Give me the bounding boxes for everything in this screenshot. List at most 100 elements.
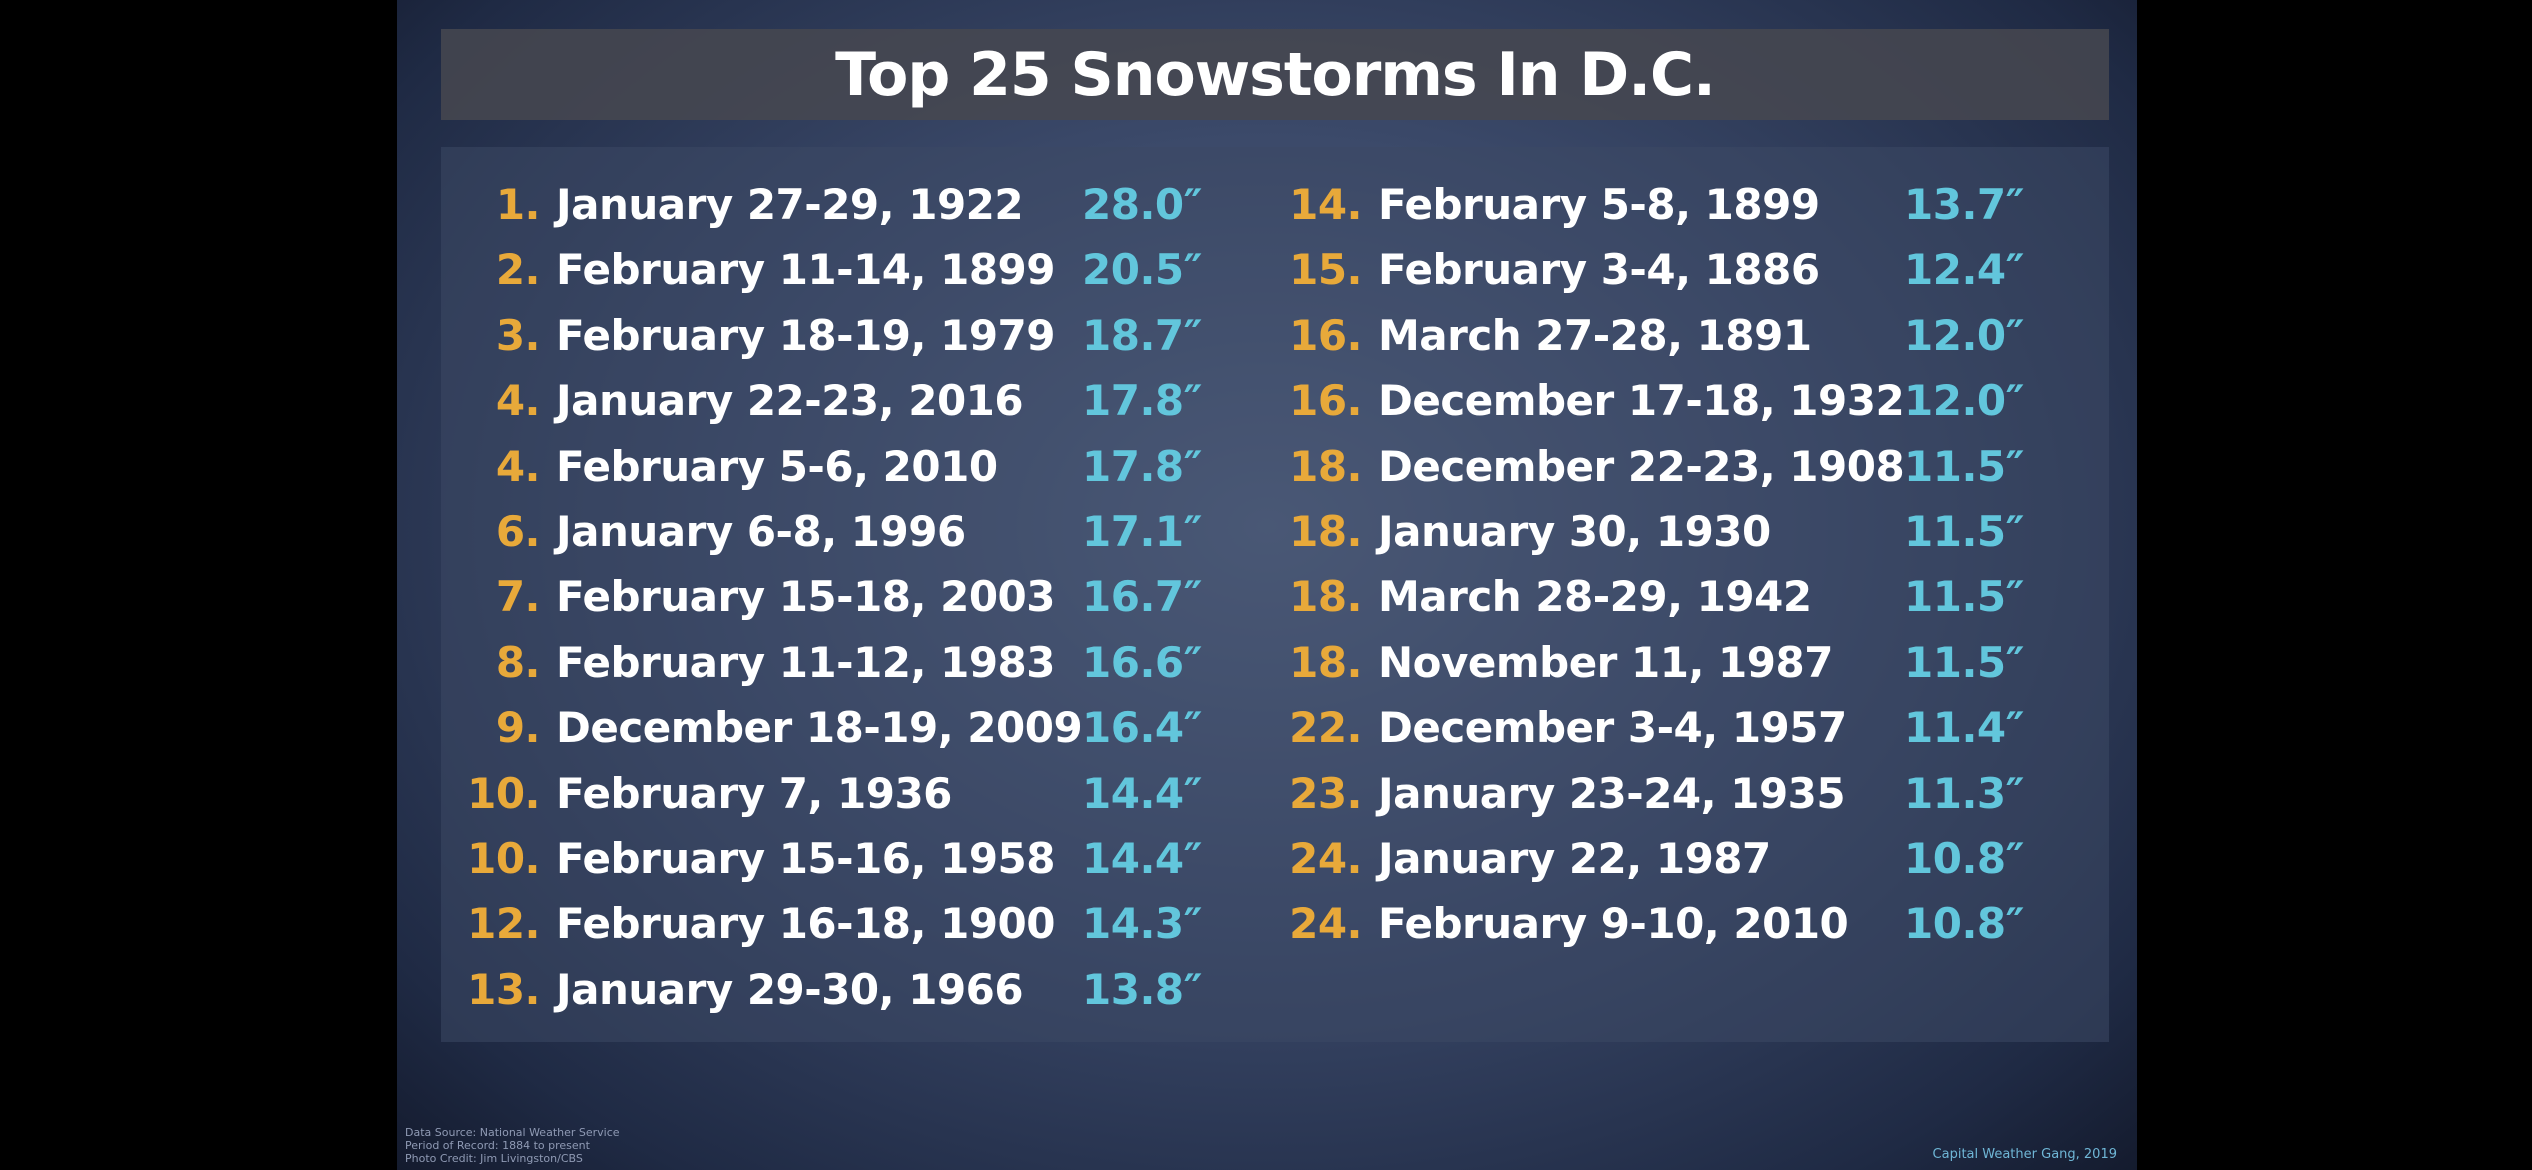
table-row: 18. December 22-23, 1908 11.5″ xyxy=(1289,437,2054,497)
storm-date: March 27-28, 1891 xyxy=(1378,310,1812,360)
footer-line: Period of Record: 1884 to present xyxy=(405,1139,590,1152)
snowfall: 11.5″ xyxy=(1904,441,2024,491)
table-row: 18. March 28-29, 1942 11.5″ xyxy=(1289,567,2054,627)
snowfall: 17.8″ xyxy=(1082,441,1202,491)
rank: 14. xyxy=(1289,180,1362,229)
snowfall: 20.5″ xyxy=(1082,245,1202,295)
storm-date: January 23-24, 1935 xyxy=(1378,768,1846,818)
rank: 18. xyxy=(1289,572,1362,622)
snowfall: 11.3″ xyxy=(1904,768,2024,818)
table-row: 16. March 27-28, 1891 12.0″ xyxy=(1289,306,2054,366)
storm-date: February 15-16, 1958 xyxy=(556,834,1056,883)
rank: 8. xyxy=(495,637,541,687)
snowfall: 13.8″ xyxy=(1082,964,1202,1014)
snowfall: 10.8″ xyxy=(1904,899,2024,949)
storm-date: December 3-4, 1957 xyxy=(1378,703,1847,753)
snowfall: 16.7″ xyxy=(1082,572,1202,622)
rank: 2. xyxy=(495,245,541,295)
table-row: 1. January 27-29, 1922 28.0″ xyxy=(496,175,1232,235)
snowfall: 17.8″ xyxy=(1082,376,1202,426)
table-row: 7. February 15-18, 2003 16.7″ xyxy=(496,567,1232,627)
storm-date: February 5-8, 1899 xyxy=(1378,180,1820,229)
rank: 10. xyxy=(467,768,540,818)
rank: 12. xyxy=(467,899,540,949)
snowfall: 17.1″ xyxy=(1082,507,1202,556)
footer-credit: Capital Weather Gang, 2019 xyxy=(1932,1147,2117,1162)
snowfall: 28.0″ xyxy=(1082,180,1202,229)
rank: 22. xyxy=(1289,703,1362,753)
rank: 18. xyxy=(1289,507,1362,556)
rank: 7. xyxy=(495,572,541,622)
rank: 4. xyxy=(495,376,541,426)
table-row: 16. December 17-18, 1932 12.0″ xyxy=(1289,371,2054,431)
storm-date: February 11-14, 1899 xyxy=(556,245,1056,295)
table-row: 23. January 23-24, 1935 11.3″ xyxy=(1289,764,2054,824)
snowfall: 16.6″ xyxy=(1082,637,1202,687)
table-row: 24. January 22, 1987 10.8″ xyxy=(1289,829,2054,889)
snowfall: 13.7″ xyxy=(1904,180,2024,229)
rank: 10. xyxy=(467,834,540,883)
rank: 1. xyxy=(495,180,541,229)
slide: Top 25 Snowstorms In D.C. 1. January 27-2… xyxy=(397,0,2137,1170)
rank: 24. xyxy=(1289,899,1362,949)
footer-source: Data Source: National Weather Service Per… xyxy=(405,1126,620,1165)
rank: 4. xyxy=(495,441,541,491)
storm-date: December 22-23, 1908 xyxy=(1378,441,1905,491)
rank: 3. xyxy=(495,310,541,360)
rank: 18. xyxy=(1289,441,1362,491)
table-row: 24. February 9-10, 2010 10.8″ xyxy=(1289,894,2054,954)
storm-date: January 29-30, 1966 xyxy=(556,964,1024,1014)
snowfall: 12.0″ xyxy=(1904,376,2024,426)
title: Top 25 Snowstorms In D.C. xyxy=(441,29,2109,120)
storm-date: February 5-6, 2010 xyxy=(556,441,998,491)
table-row: 6. January 6-8, 1996 17.1″ xyxy=(496,502,1232,562)
rank: 18. xyxy=(1289,637,1362,687)
table-row: 4. January 22-23, 2016 17.8″ xyxy=(496,371,1232,431)
storm-date: January 22, 1987 xyxy=(1378,834,1771,883)
storm-date: February 11-12, 1983 xyxy=(556,637,1056,687)
snowfall: 14.4″ xyxy=(1082,768,1202,818)
table-row: 3. February 18-19, 1979 18.7″ xyxy=(496,306,1232,366)
table-row: 8. February 11-12, 1983 16.6″ xyxy=(496,633,1232,693)
rank: 6. xyxy=(495,507,541,556)
snowfall: 16.4″ xyxy=(1082,703,1202,753)
storm-date: March 28-29, 1942 xyxy=(1378,572,1812,622)
storm-date: February 7, 1936 xyxy=(556,768,952,818)
storm-date: January 6-8, 1996 xyxy=(556,507,966,556)
storm-date: November 11, 1987 xyxy=(1378,637,1833,687)
snowfall: 11.5″ xyxy=(1904,637,2024,687)
storm-date: January 27-29, 1922 xyxy=(556,180,1024,229)
snowfall: 10.8″ xyxy=(1904,834,2024,883)
storm-date: February 15-18, 2003 xyxy=(556,572,1056,622)
table-row: 15. February 3-4, 1886 12.4″ xyxy=(1289,240,2054,300)
table-row: 14. February 5-8, 1899 13.7″ xyxy=(1289,175,2054,235)
footer-line: Photo Credit: Jim Livingston/CBS xyxy=(405,1152,583,1165)
storm-date: January 22-23, 2016 xyxy=(556,376,1024,426)
rank: 16. xyxy=(1289,376,1362,426)
table-row: 4. February 5-6, 2010 17.8″ xyxy=(496,437,1232,497)
table-row: 18. November 11, 1987 11.5″ xyxy=(1289,633,2054,693)
snowfall: 11.4″ xyxy=(1904,703,2024,753)
storm-date: February 18-19, 1979 xyxy=(556,310,1056,360)
rank: 9. xyxy=(495,703,541,753)
storm-date: December 17-18, 1932 xyxy=(1378,376,1905,426)
snowfall: 18.7″ xyxy=(1082,310,1202,360)
rank: 23. xyxy=(1289,768,1362,818)
snowfall: 14.3″ xyxy=(1082,899,1202,949)
snowfall: 11.5″ xyxy=(1904,572,2024,622)
table-row: 13. January 29-30, 1966 13.8″ xyxy=(467,960,1232,1020)
storm-date: February 16-18, 1900 xyxy=(556,899,1056,949)
storm-date: January 30, 1930 xyxy=(1378,507,1771,556)
snowfall: 12.0″ xyxy=(1904,310,2024,360)
table-row: 22. December 3-4, 1957 11.4″ xyxy=(1289,698,2054,758)
footer-line: Data Source: National Weather Service xyxy=(405,1126,620,1139)
snowfall: 11.5″ xyxy=(1904,507,2024,556)
storm-date: December 18-19, 2009 xyxy=(556,703,1083,753)
table-row: 2. February 11-14, 1899 20.5″ xyxy=(496,240,1232,300)
snowfall: 14.4″ xyxy=(1082,834,1202,883)
storm-date: February 3-4, 1886 xyxy=(1378,245,1820,295)
rank: 15. xyxy=(1289,245,1362,295)
table-row: 9. December 18-19, 2009 16.4″ xyxy=(496,698,1232,758)
storm-date: February 9-10, 2010 xyxy=(1378,899,1849,949)
